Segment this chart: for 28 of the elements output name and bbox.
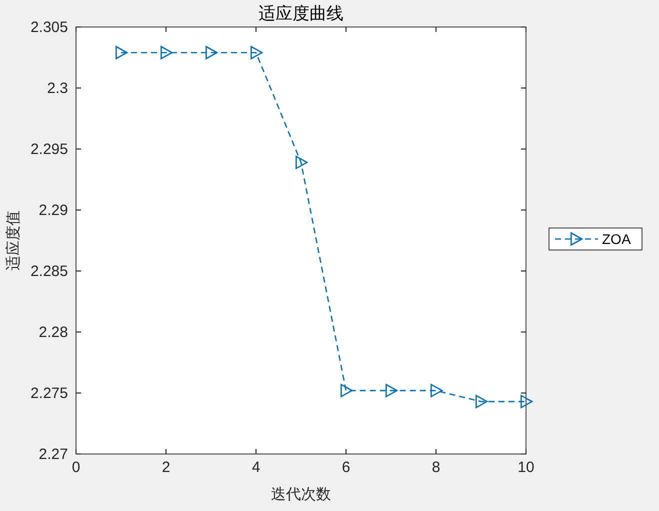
legend-label: ZOA	[602, 231, 632, 247]
point	[206, 46, 218, 60]
y-axis-title: 适应度值	[4, 210, 22, 270]
y-tick-label: 2.3	[47, 80, 68, 97]
y-tick-label: 2.29	[38, 202, 68, 219]
y-tick-label: 2.295	[30, 141, 68, 158]
point	[340, 384, 353, 398]
x-tick-label: 4	[252, 459, 260, 476]
x-tick-label: 8	[432, 459, 440, 476]
point	[116, 46, 128, 60]
point	[250, 46, 263, 60]
point	[296, 156, 308, 170]
x-tick-label: 2	[162, 459, 170, 476]
y-tick-label: 2.27	[38, 446, 68, 463]
y-tick-label: 2.305	[30, 19, 68, 36]
y-tick-label: 2.28	[38, 324, 68, 341]
x-axis-title: 迭代次数	[271, 485, 331, 503]
point	[386, 384, 398, 398]
x-tick-label: 6	[342, 459, 350, 476]
x-tick-label: 0	[72, 459, 80, 476]
y-tick-label: 2.275	[30, 385, 68, 402]
point	[430, 384, 443, 398]
point	[476, 394, 488, 408]
point	[160, 46, 173, 60]
y-tick-label: 2.285	[30, 263, 68, 280]
x-tick-label: 10	[518, 459, 534, 476]
chart-title: 适应度曲线	[258, 4, 344, 24]
point	[520, 394, 533, 408]
